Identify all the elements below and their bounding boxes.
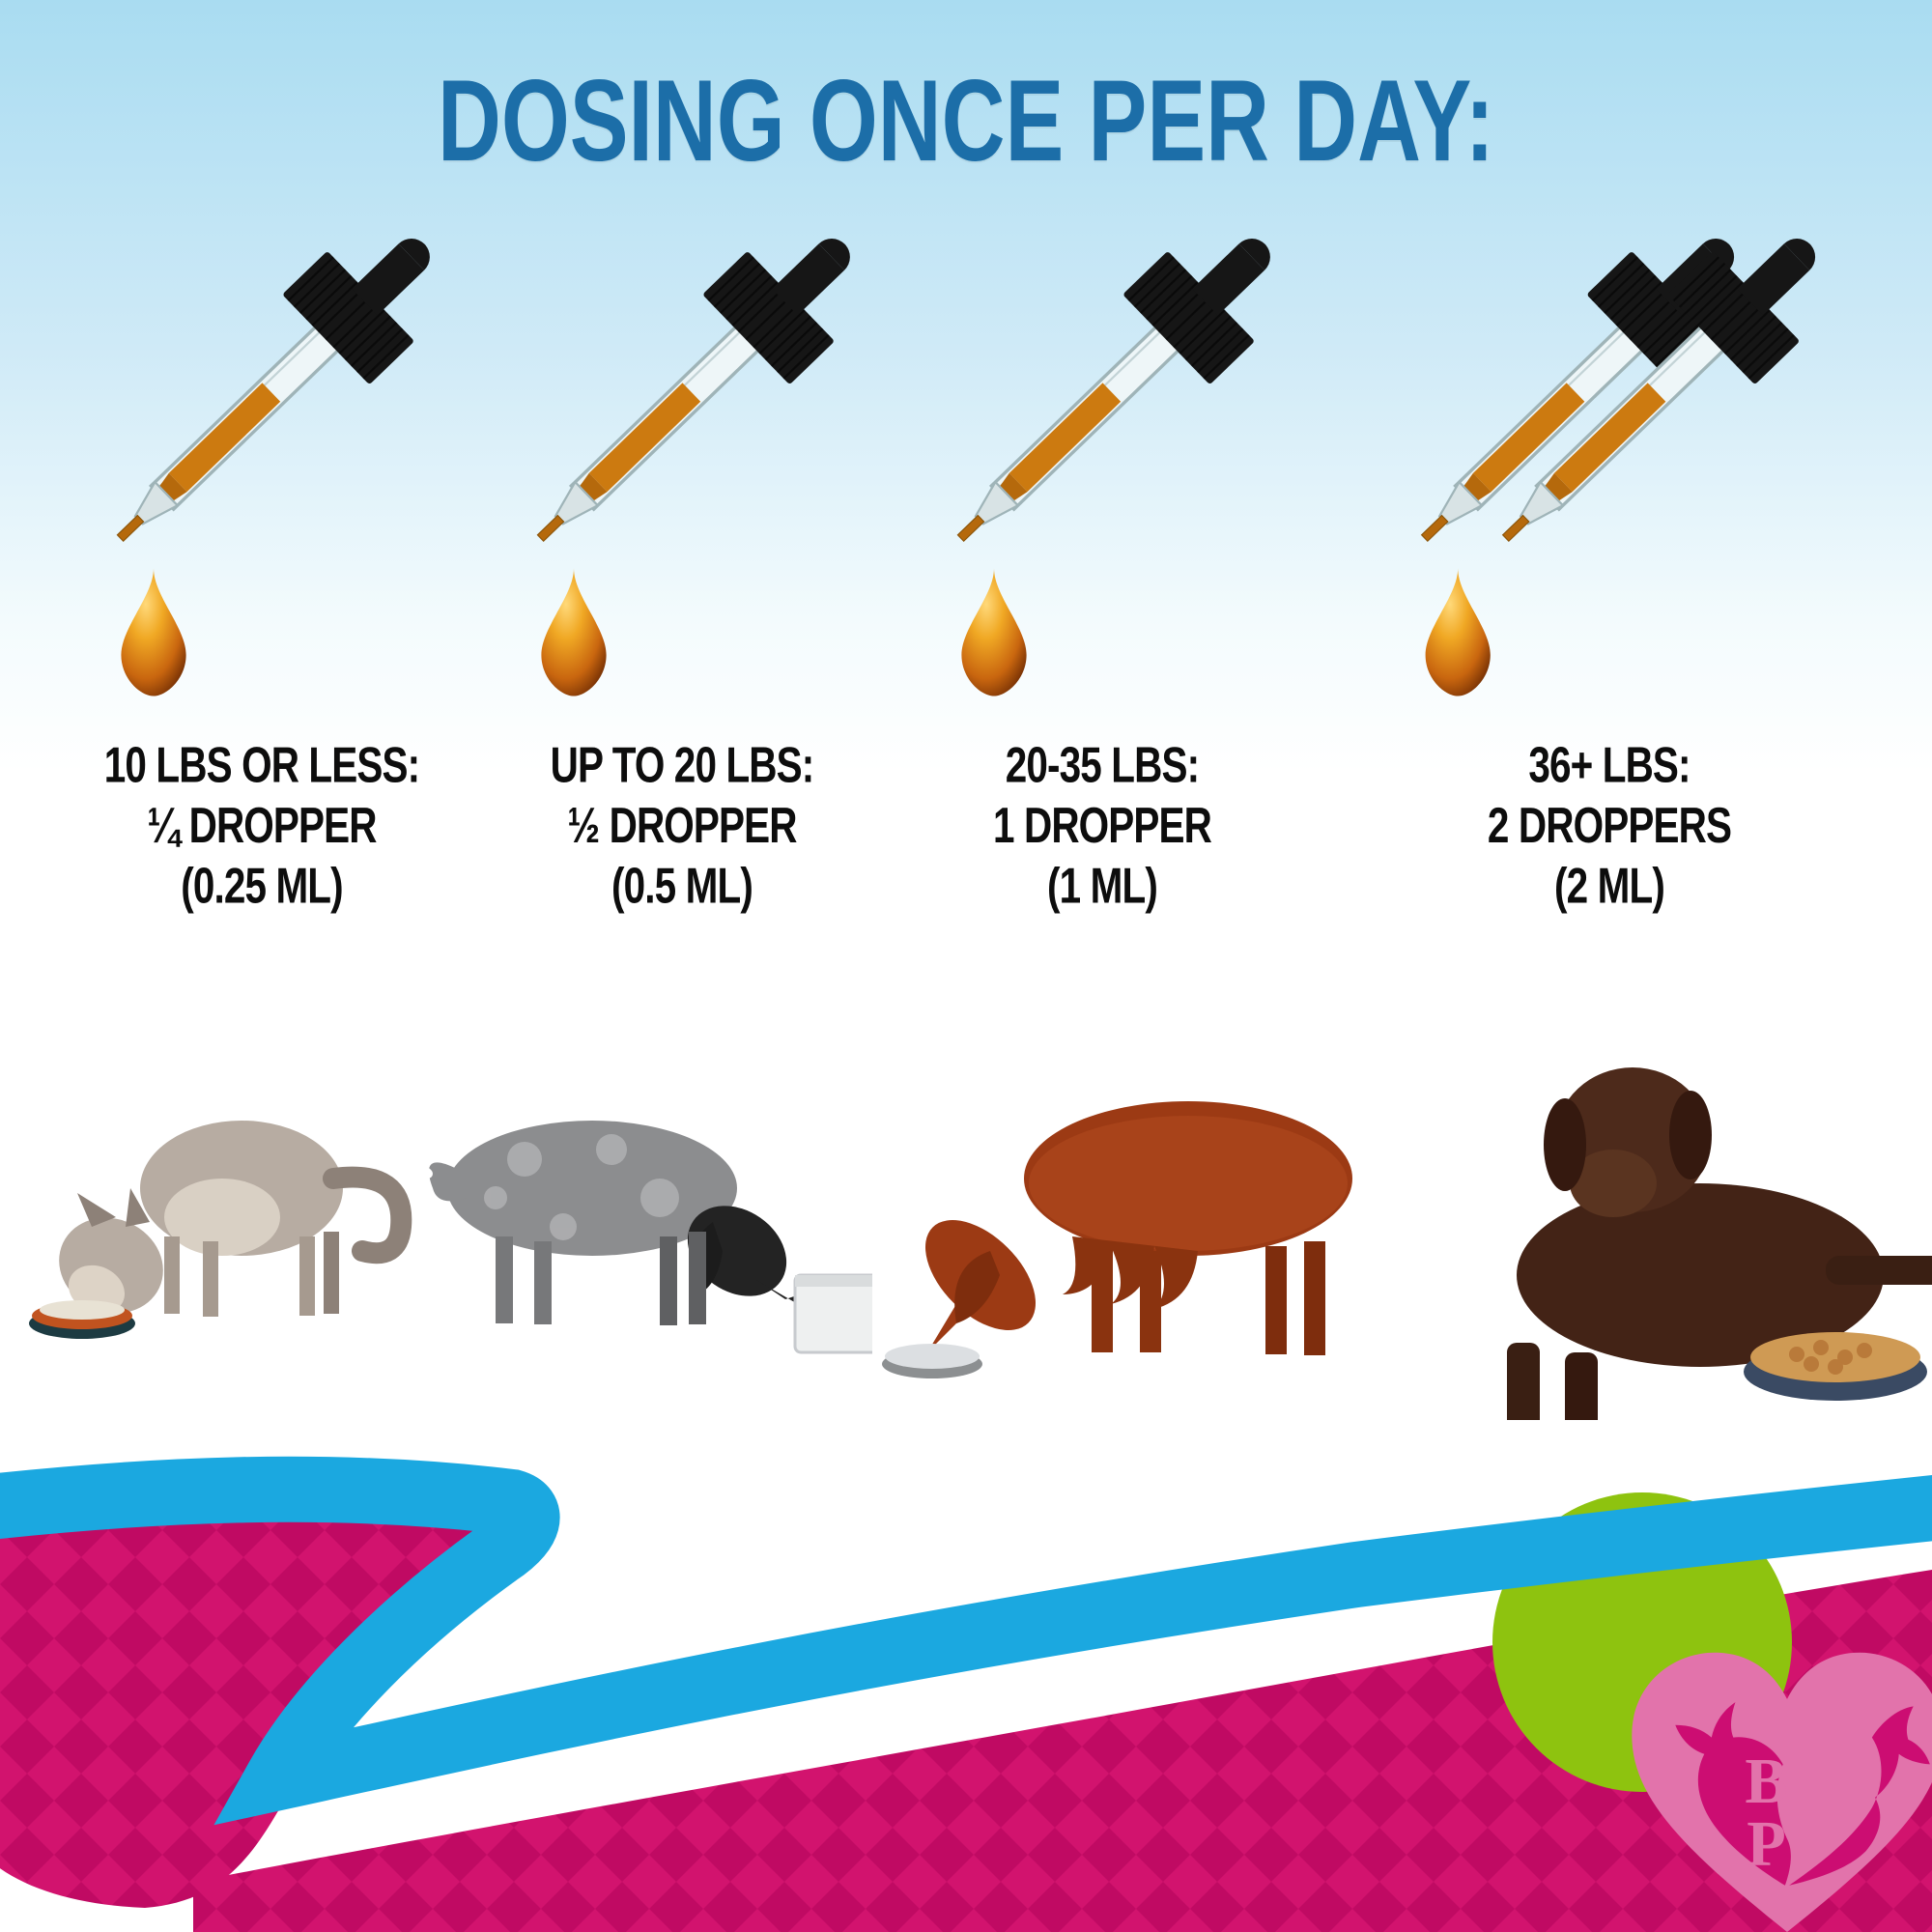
- svg-text:B: B: [1745, 1747, 1787, 1817]
- svg-text:P: P: [1747, 1808, 1786, 1879]
